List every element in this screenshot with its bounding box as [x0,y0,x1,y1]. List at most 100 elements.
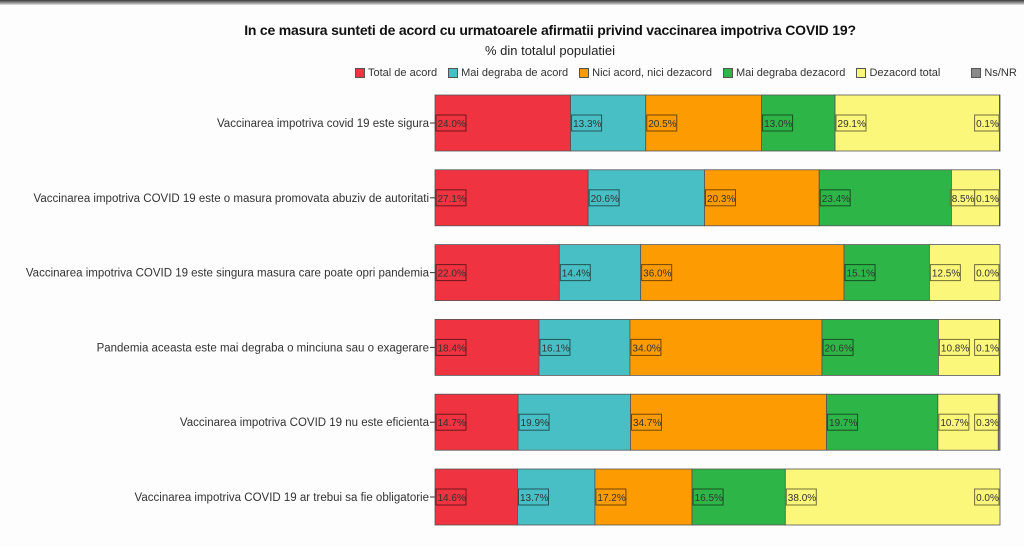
data-label: 10.8% [941,343,969,354]
legend: Total de acord Mai degraba de acord Nici… [355,67,1024,79]
legend-item-mai-degraba-dezacord: Mai degraba dezacord [722,67,845,79]
data-label-box [974,338,1000,356]
legend-swatch [448,68,459,78]
bar-segment [843,244,930,302]
data-label-box [539,338,571,356]
data-label-box [762,114,794,132]
data-label-box [435,189,467,207]
category-label: Vaccinarea impotriva COVID 19 ar trebui … [135,492,429,504]
legend-item-ns-nr: Ns/NR [971,67,1017,79]
bar-segment [834,94,1000,152]
data-label: 14.7% [438,418,466,429]
bar-segment [434,169,589,227]
data-label: 0.1% [976,119,999,130]
data-label: 13.7% [520,493,548,504]
legend-label: Total de acord [368,67,438,79]
data-label: 36.0% [643,269,671,280]
bar-row: Vaccinarea impotriva COVID 19 ar trebui … [135,468,1001,526]
data-label-box [827,413,859,431]
bar-row: Pandemia aceasta este mai degraba o minc… [97,318,1001,376]
data-label: 0.0% [976,493,999,504]
legend-item-mai-degraba-de-acord: Mai degraba de acord [448,67,568,79]
bar-segment [434,244,560,302]
data-label: 0.3% [976,418,999,429]
legend-swatch [579,68,590,78]
legend-label: Ns/NR [984,67,1017,79]
legend-label: Dezacord total [869,67,941,79]
data-label-box [785,488,817,506]
legend-swatch [722,68,733,78]
chart-subtitle: % din totalul populatiei [484,43,616,58]
bar-segment [434,393,519,451]
bar-segment [640,244,845,302]
data-label-box [974,264,1000,282]
bar-segment [999,94,1001,152]
bar-segment [645,94,762,152]
data-label-box [938,413,970,431]
bar-segment [999,318,1001,376]
legend-swatch [971,68,982,78]
bar-row: Vaccinarea impotriva covid 19 este sigur… [217,94,1001,152]
bar-segment [818,169,952,227]
data-label-box [517,488,549,506]
data-label: 20.6% [825,343,853,354]
bar-segment [434,94,572,152]
data-label-box [705,189,737,207]
data-label-box [559,264,591,282]
data-label-box [974,114,1000,132]
category-label: Vaccinarea impotriva COVID 19 este singu… [26,268,430,280]
legend-label: Nici acord, nici dezacord [592,67,712,79]
bar-segment [826,393,939,451]
data-label-box [819,189,851,207]
data-label-box [974,189,1000,207]
bar-segment [558,244,642,302]
data-label-box [435,338,467,356]
data-label: 19.9% [521,418,549,429]
data-label: 0.1% [976,194,999,205]
legend-swatch [856,68,867,78]
data-label: 22.0% [438,269,466,280]
data-label-box [435,488,467,506]
data-label-box [692,488,724,506]
bar-segment [784,468,1001,526]
legend-label: Mai degraba de acord [461,67,569,79]
data-label-box [630,338,662,356]
bar-segment [691,468,786,526]
legend-item-total-de-acord: Total de acord [355,67,437,79]
data-label: 38.0% [788,493,816,504]
bar-segment [937,393,999,451]
data-label-box [571,114,603,132]
data-label-box [630,413,662,431]
data-label: 17.2% [597,493,625,504]
bar-segment [517,393,631,451]
data-label-box [595,488,627,506]
data-label: 16.1% [541,343,569,354]
bar-segment [821,318,939,376]
data-label: 34.7% [633,418,661,429]
legend-item-dezacord-total: Dezacord total [856,67,940,79]
data-label-box [588,189,620,207]
data-label: 23.4% [822,194,850,205]
category-label: Vaccinarea impotriva covid 19 este sigur… [217,118,430,130]
data-label: 27.1% [438,194,466,205]
bar-segment [630,393,827,451]
data-label-box [929,264,961,282]
data-label: 29.1% [838,119,866,130]
data-label: 16.5% [695,493,723,504]
data-label-box [938,338,970,356]
data-label-box [518,413,550,431]
data-label-box [646,114,678,132]
data-label: 10.7% [940,418,968,429]
bar-segment [434,468,518,526]
data-label: 19.7% [829,418,857,429]
bar-segment [587,169,705,227]
data-label-box [974,488,1000,506]
data-label: 12.5% [932,269,960,280]
data-label: 8.5% [952,194,975,205]
data-label: 0.0% [976,269,999,280]
data-label: 20.6% [591,194,619,205]
data-label: 13.3% [573,119,601,130]
bar-row: Vaccinarea impotriva COVID 19 este singu… [26,244,1001,302]
data-label: 20.5% [648,119,676,130]
